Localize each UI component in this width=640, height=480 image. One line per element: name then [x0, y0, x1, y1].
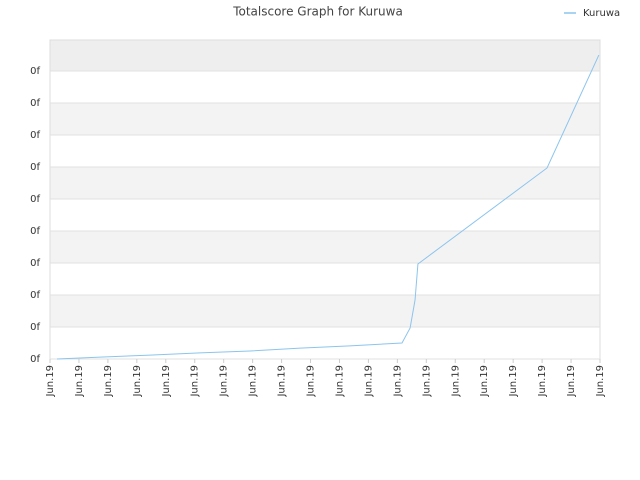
band: [50, 40, 600, 72]
y-tick-label: 0f: [30, 226, 40, 237]
chart-title: Totalscore Graph for Kuruwa: [232, 5, 403, 19]
x-tick-label: Jun.19: [479, 365, 490, 398]
x-tick-label: Jun.19: [508, 365, 519, 398]
x-tick-label: Jun.19: [248, 365, 259, 398]
line: [56, 54, 600, 360]
x-tick-label: Jun.19: [537, 365, 548, 398]
x-tick-label: Jun.19: [161, 365, 172, 398]
x-tick-label: Jun.19: [595, 365, 606, 398]
y-tick-label: 0f: [30, 98, 40, 109]
y-tick-label: 0f: [30, 322, 40, 333]
band: [50, 231, 600, 264]
x-tick-label: Jun.19: [363, 365, 374, 398]
x-tick-label: Jun.19: [450, 365, 461, 398]
x-tick-label: Jun.19: [334, 365, 345, 398]
legend-label: Kuruwa: [583, 8, 620, 19]
y-tick-label: 0f: [30, 290, 40, 301]
x-tick-label: Jun.19: [306, 365, 317, 398]
x-tick-label: Jun.19: [103, 365, 114, 398]
band: [50, 295, 600, 328]
y-tick-label: 0f: [30, 258, 40, 269]
x-tick-label: Jun.19: [219, 365, 230, 398]
x-tick-label: Jun.19: [421, 365, 432, 398]
band: [50, 103, 600, 136]
x-tick-label: Jun.19: [45, 365, 56, 398]
x-tick-label: Jun.19: [190, 365, 201, 398]
band: [50, 71, 600, 104]
x-tick-label: Jun.19: [277, 365, 288, 398]
y-tick-label: 0f: [30, 354, 40, 365]
x-tick-label: Jun.19: [392, 365, 403, 398]
band: [50, 327, 600, 359]
y-tick-label: 0f: [30, 162, 40, 173]
x-tick-label: Jun.19: [132, 365, 143, 398]
band: [50, 135, 600, 168]
y-tick-label: 0f: [30, 66, 40, 77]
y-tick-label: 0f: [30, 194, 40, 205]
x-tick-label: Jun.19: [566, 365, 577, 398]
x-tick-label: Jun.19: [74, 365, 85, 398]
band: [50, 199, 600, 232]
band: [50, 167, 600, 200]
y-tick-label: 0f: [30, 130, 40, 141]
band: [50, 263, 600, 296]
